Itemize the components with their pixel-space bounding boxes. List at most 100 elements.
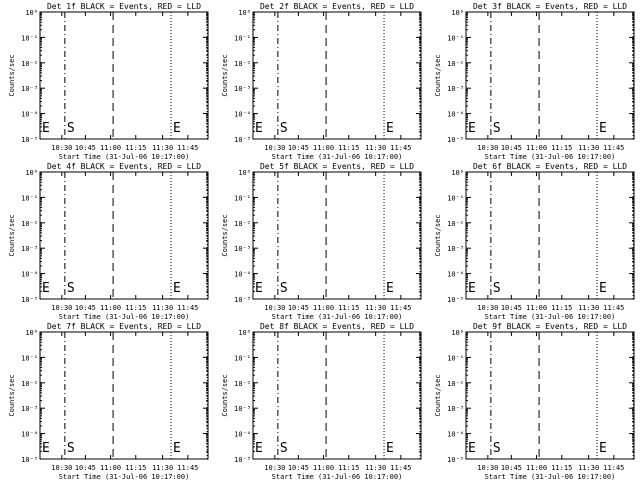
x-tick-label: 11:45 bbox=[603, 304, 624, 312]
detector-panel-7: Det 7f BLACK = Events, RED = LLD 10⁰ 10⁻¹ 1… bbox=[8, 322, 209, 480]
y-tick-label: 10⁻² bbox=[21, 60, 38, 68]
x-tick-label: 10:30 bbox=[51, 464, 72, 472]
marker-label: E bbox=[255, 441, 263, 456]
y-tick-label: 10⁻² bbox=[234, 380, 251, 388]
y-tick-label: 10⁻⁴ bbox=[234, 111, 251, 119]
marker-label: S bbox=[280, 441, 288, 456]
marker-label: E bbox=[468, 121, 476, 136]
chart-title: Det 3f BLACK = Events, RED = LLD bbox=[473, 2, 627, 11]
marker-label: S bbox=[67, 281, 75, 296]
y-tick-label: 10⁻⁴ bbox=[21, 431, 38, 439]
y-tick-label: 10⁰ bbox=[238, 9, 251, 17]
detector-panel-9: Det 9f BLACK = Events, RED = LLD 10⁰ 10⁻¹ 1… bbox=[434, 322, 635, 480]
y-tick-label: 10⁰ bbox=[238, 329, 251, 337]
y-tick-label: 10⁰ bbox=[238, 169, 251, 177]
marker-label: E bbox=[386, 441, 394, 456]
y-tick-label: 10⁻⁴ bbox=[234, 431, 251, 439]
y-tick-label: 10⁻³ bbox=[234, 85, 251, 93]
marker-label: E bbox=[173, 441, 181, 456]
marker-label: E bbox=[42, 121, 50, 136]
chart-title: Det 4f BLACK = Events, RED = LLD bbox=[47, 162, 201, 171]
x-tick-label: 10:30 bbox=[51, 144, 72, 152]
y-tick-label: 10⁰ bbox=[25, 169, 38, 177]
y-tick-label: 10⁻⁴ bbox=[447, 431, 464, 439]
x-tick-label: 11:45 bbox=[390, 144, 411, 152]
y-tick-label: 10⁻⁵ bbox=[447, 136, 464, 144]
x-tick-label: 11:15 bbox=[125, 144, 146, 152]
x-tick-label: 10:45 bbox=[75, 464, 96, 472]
x-tick-label: 11:30 bbox=[578, 464, 599, 472]
chart-title: Det 9f BLACK = Events, RED = LLD bbox=[473, 322, 627, 331]
y-tick-label: 10⁻² bbox=[234, 220, 251, 228]
x-tick-label: 11:45 bbox=[390, 304, 411, 312]
x-tick-label: 10:30 bbox=[264, 144, 285, 152]
x-tick-label: 10:45 bbox=[288, 464, 309, 472]
y-tick-label: 10⁻² bbox=[447, 380, 464, 388]
y-tick-label: 10⁻³ bbox=[21, 85, 38, 93]
marker-label: E bbox=[599, 121, 607, 136]
x-axis-label: Start Time (31-Jul-06 10:17:00) bbox=[59, 153, 190, 161]
x-tick-label: 11:30 bbox=[152, 464, 173, 472]
y-tick-label: 10⁻⁵ bbox=[447, 296, 464, 304]
x-axis-label: Start Time (31-Jul-06 10:17:00) bbox=[485, 153, 616, 161]
y-tick-label: 10⁰ bbox=[25, 329, 38, 337]
x-tick-label: 10:30 bbox=[477, 464, 498, 472]
x-tick-label: 11:15 bbox=[551, 144, 572, 152]
y-tick-label: 10⁻¹ bbox=[21, 194, 38, 202]
x-tick-label: 10:30 bbox=[477, 304, 498, 312]
y-tick-label: 10⁰ bbox=[25, 9, 38, 17]
marker-label: E bbox=[42, 441, 50, 456]
marker-label: S bbox=[493, 281, 501, 296]
y-axis-label: Counts/sec bbox=[221, 374, 229, 416]
y-tick-label: 10⁻² bbox=[447, 60, 464, 68]
marker-label: S bbox=[67, 441, 75, 456]
x-tick-label: 11:00 bbox=[526, 304, 547, 312]
y-tick-label: 10⁻¹ bbox=[447, 354, 464, 362]
y-tick-label: 10⁻⁴ bbox=[447, 271, 464, 279]
x-tick-label: 11:30 bbox=[152, 304, 173, 312]
y-tick-label: 10⁻³ bbox=[21, 405, 38, 413]
x-tick-label: 11:45 bbox=[177, 144, 198, 152]
y-tick-label: 10⁻² bbox=[447, 220, 464, 228]
marker-label: S bbox=[493, 121, 501, 136]
marker-label: E bbox=[255, 281, 263, 296]
x-tick-label: 11:15 bbox=[551, 464, 572, 472]
detector-panel-6: Det 6f BLACK = Events, RED = LLD 10⁰ 10⁻¹ 1… bbox=[434, 162, 635, 321]
x-tick-label: 11:15 bbox=[338, 304, 359, 312]
y-tick-label: 10⁻⁵ bbox=[234, 296, 251, 304]
marker-label: E bbox=[173, 121, 181, 136]
x-tick-label: 11:00 bbox=[313, 144, 334, 152]
x-axis-label: Start Time (31-Jul-06 10:17:00) bbox=[485, 473, 616, 480]
y-tick-label: 10⁻³ bbox=[447, 245, 464, 253]
y-tick-label: 10⁻² bbox=[21, 380, 38, 388]
y-tick-label: 10⁻¹ bbox=[234, 194, 251, 202]
y-tick-label: 10⁻⁴ bbox=[21, 271, 38, 279]
x-axis-label: Start Time (31-Jul-06 10:17:00) bbox=[59, 313, 190, 321]
y-tick-label: 10⁻⁵ bbox=[447, 456, 464, 464]
y-tick-label: 10⁻¹ bbox=[234, 34, 251, 42]
y-tick-label: 10⁰ bbox=[451, 9, 464, 17]
x-tick-label: 11:00 bbox=[313, 304, 334, 312]
chart-title: Det 7f BLACK = Events, RED = LLD bbox=[47, 322, 201, 331]
y-tick-label: 10⁻³ bbox=[21, 245, 38, 253]
x-axis-label: Start Time (31-Jul-06 10:17:00) bbox=[272, 313, 403, 321]
x-tick-label: 10:30 bbox=[264, 304, 285, 312]
chart-title: Det 6f BLACK = Events, RED = LLD bbox=[473, 162, 627, 171]
y-tick-label: 10⁻¹ bbox=[447, 194, 464, 202]
y-tick-label: 10⁻⁴ bbox=[234, 271, 251, 279]
y-tick-label: 10⁰ bbox=[451, 329, 464, 337]
chart-title: Det 5f BLACK = Events, RED = LLD bbox=[260, 162, 414, 171]
x-tick-label: 11:00 bbox=[100, 144, 121, 152]
marker-label: E bbox=[173, 281, 181, 296]
marker-label: S bbox=[280, 121, 288, 136]
x-tick-label: 11:15 bbox=[338, 144, 359, 152]
x-tick-label: 11:15 bbox=[338, 464, 359, 472]
y-tick-label: 10⁻⁵ bbox=[21, 136, 38, 144]
x-tick-label: 11:00 bbox=[526, 464, 547, 472]
y-axis-label: Counts/sec bbox=[434, 374, 442, 416]
x-tick-label: 10:45 bbox=[288, 144, 309, 152]
detector-panel-8: Det 8f BLACK = Events, RED = LLD 10⁰ 10⁻¹ 1… bbox=[221, 322, 422, 480]
chart-title: Det 2f BLACK = Events, RED = LLD bbox=[260, 2, 414, 11]
y-tick-label: 10⁻³ bbox=[447, 405, 464, 413]
